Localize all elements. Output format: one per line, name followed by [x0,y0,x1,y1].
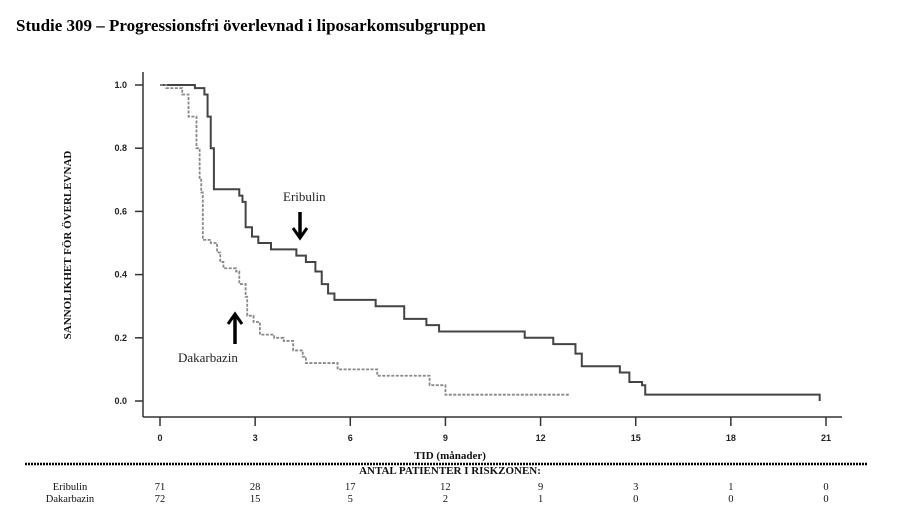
x-tick-label: 18 [726,433,736,443]
risk-row-label: Eribulin [53,482,88,493]
chart-title: Studie 309 – Progressionsfri överlevnad … [16,16,486,35]
arrow-down-icon [291,212,309,241]
risk-row-label: Dakarbazin [46,494,95,505]
risk-value: 71 [155,482,166,493]
risk-value: 28 [250,482,261,493]
y-tick-label: 0.6 [114,206,127,216]
risk-value: 3 [633,482,638,493]
annotation-eribulin: Eribulin [283,189,326,204]
risk-value: 1 [728,482,733,493]
risk-value: 15 [250,494,261,505]
y-tick-label: 0.4 [114,270,127,280]
arrow-up-icon [226,311,244,344]
series-dakarbazin [160,84,570,396]
x-tick-label: 12 [536,433,546,443]
y-tick-label: 0.8 [114,143,127,153]
y-tick-label: 0.2 [114,333,127,343]
risk-value: 5 [348,494,353,505]
risk-value: 1 [538,494,543,505]
x-axis-label: TID (månader) [414,450,486,462]
x-tick-label: 9 [443,433,448,443]
risk-table-header: ANTAL PATIENTER I RISKZONEN: [359,465,541,477]
risk-value: 2 [443,494,448,505]
annotation-dakarbazin: Dakarbazin [178,350,238,365]
x-tick-label: 3 [253,433,258,443]
risk-value: 72 [155,494,166,505]
series-eribulin [160,84,821,401]
x-tick-label: 6 [348,433,353,443]
y-axis-label: SANNOLIKHET FÖR ÖVERLEVNAD [61,151,74,340]
risk-value: 17 [345,482,356,493]
x-tick-label: 21 [821,433,831,443]
risk-value: 9 [538,482,543,493]
x-tick-label: 15 [631,433,641,443]
x-tick-label: 0 [157,433,162,443]
risk-value: 0 [728,494,733,505]
y-tick-label: 0.0 [114,396,127,406]
risk-value: 0 [823,482,828,493]
risk-value: 0 [633,494,638,505]
risk-value: 12 [440,482,451,493]
risk-value: 0 [823,494,828,505]
y-tick-label: 1.0 [114,80,127,90]
